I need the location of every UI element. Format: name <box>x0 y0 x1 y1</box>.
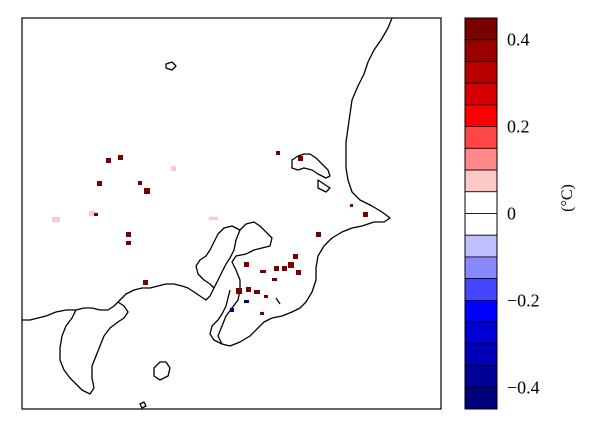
anomaly-cell <box>316 232 321 237</box>
colorbar-bin <box>464 299 498 323</box>
colorbar-tick-label: 0 <box>507 204 516 224</box>
colorbar-bin <box>464 169 498 193</box>
island-oshima <box>153 361 171 381</box>
anomaly-cell <box>97 181 102 186</box>
colorbar-bin <box>464 213 498 236</box>
anomaly-cells <box>52 151 368 315</box>
colorbar-frame <box>464 17 498 410</box>
anomaly-cell <box>350 204 353 207</box>
anomaly-cell <box>246 287 251 292</box>
map-panel <box>21 17 442 410</box>
lake-kitaura <box>317 179 331 193</box>
anomaly-cell <box>296 270 301 275</box>
coastline-east <box>22 17 393 347</box>
colorbar-tick-label: −0.2 <box>507 290 540 310</box>
lake-small-north <box>165 61 177 71</box>
coastline-chiba-small <box>275 297 281 305</box>
coastline-bay-west <box>195 225 241 289</box>
anomaly-cell <box>106 158 111 163</box>
coastline-boso <box>209 289 231 345</box>
anomaly-cell <box>260 270 266 273</box>
colorbar-bins <box>464 17 498 410</box>
anomaly-cell <box>138 181 142 185</box>
colorbar-tick-label: −0.4 <box>507 377 540 397</box>
anomaly-cell <box>276 151 280 155</box>
anomaly-cell <box>260 312 264 315</box>
anomaly-cell <box>171 166 176 171</box>
colorbar-bin <box>464 234 498 258</box>
anomaly-cell <box>126 232 131 237</box>
anomaly-cell <box>244 262 249 267</box>
lake-kasumigaura <box>291 153 331 179</box>
colorbar-bin <box>464 278 498 301</box>
anomaly-cell <box>89 211 96 216</box>
colorbar: 0.4 0.2 0 −0.2 −0.4 (°C) <box>464 17 576 410</box>
anomaly-cell <box>94 213 98 216</box>
coastline <box>22 17 393 409</box>
colorbar-bin <box>464 126 498 149</box>
colorbar-unit: (°C) <box>559 184 576 212</box>
anomaly-cell <box>244 300 249 303</box>
island-small <box>139 401 147 409</box>
colorbar-tick-label: 0.4 <box>507 30 530 50</box>
colorbar-bin <box>464 386 498 410</box>
map-frame <box>21 17 442 410</box>
anomaly-cell <box>236 288 242 294</box>
colorbar-bin <box>464 365 498 388</box>
anomaly-cell <box>254 290 260 294</box>
anomaly-cell <box>274 266 279 271</box>
anomaly-cell <box>118 155 123 160</box>
colorbar-bin <box>464 104 498 128</box>
colorbar-ticks: 0.4 0.2 0 −0.2 −0.4 <box>507 30 540 398</box>
colorbar-bin <box>464 343 498 366</box>
anomaly-cell <box>282 266 287 271</box>
anomaly-cell <box>293 254 298 259</box>
anomaly-cell <box>209 217 218 220</box>
anomaly-cell <box>298 156 303 161</box>
anomaly-cell <box>126 241 131 245</box>
colorbar-bin <box>464 256 498 280</box>
colorbar-bin <box>464 82 498 106</box>
anomaly-cell <box>52 217 60 222</box>
coastline-izu <box>59 301 129 395</box>
anomaly-cell <box>272 278 277 281</box>
anomaly-cell <box>363 212 368 217</box>
colorbar-bin <box>464 39 498 62</box>
colorbar-bin <box>464 191 498 214</box>
colorbar-bin <box>464 17 498 41</box>
anomaly-cell <box>288 262 294 268</box>
colorbar-bin <box>464 61 498 84</box>
colorbar-bin <box>464 321 498 345</box>
anomaly-cell <box>143 280 148 285</box>
anomaly-cell <box>230 308 234 312</box>
anomaly-cell <box>264 295 268 298</box>
anomaly-cell <box>144 188 150 194</box>
colorbar-bin <box>464 147 498 171</box>
colorbar-tick-label: 0.2 <box>507 117 530 137</box>
